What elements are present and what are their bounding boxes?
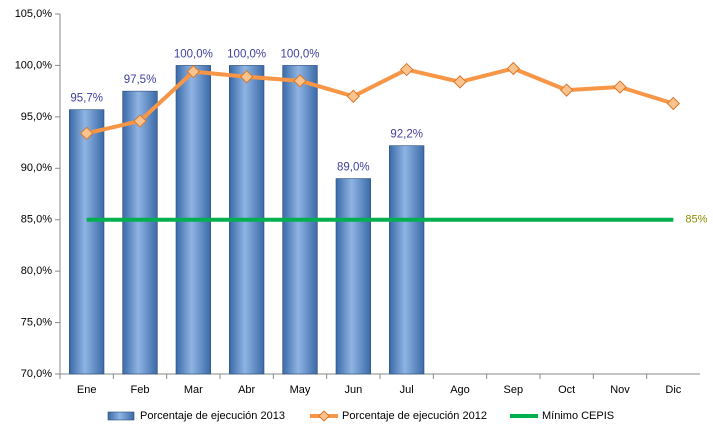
data-label: 95,7% <box>70 93 103 105</box>
data-label: 100,0% <box>280 48 319 60</box>
marker <box>613 80 627 94</box>
x-tick-label: Nov <box>610 384 630 396</box>
bar <box>122 90 158 375</box>
data-label: 89,0% <box>337 162 370 174</box>
x-tick-label: Ene <box>77 384 97 396</box>
x-tick-label: Jun <box>344 384 362 396</box>
x-tick-label: Mar <box>184 384 203 396</box>
marker <box>666 96 681 111</box>
x-tick-label: Abr <box>238 384 255 396</box>
marker <box>453 75 467 89</box>
legend-marker <box>318 410 330 422</box>
data-label: 97,5% <box>124 74 157 86</box>
bar <box>335 178 371 375</box>
x-tick-label: Feb <box>131 384 150 396</box>
y-tick-label: 100,0% <box>15 59 53 71</box>
y-tick-label: 70,0% <box>21 368 52 380</box>
legend-label: Porcentaje de ejecución 2012 <box>342 410 487 422</box>
y-tick-label: 90,0% <box>21 162 52 174</box>
y-tick-label: 80,0% <box>21 265 52 277</box>
legend-swatch <box>107 411 135 421</box>
bar <box>389 145 425 375</box>
line <box>86 66 674 136</box>
data-label: 100,0% <box>174 48 213 60</box>
x-tick-label: Dic <box>665 384 681 396</box>
data-label: 100,0% <box>227 48 266 60</box>
y-tick-label: 75,0% <box>21 316 52 328</box>
x-tick-label: Ago <box>450 384 470 396</box>
marker <box>346 89 361 103</box>
x-tick-label: Sep <box>504 384 524 396</box>
x-tick-label: May <box>290 384 311 396</box>
y-tick-label: 85,0% <box>21 214 52 226</box>
legend-label: Mínimo CEPIS <box>542 410 614 422</box>
y-tick-label: 105,0% <box>15 8 53 20</box>
marker <box>79 126 94 141</box>
marker <box>506 61 521 76</box>
data-label: 92,2% <box>390 129 423 141</box>
y-tick-label: 95,0% <box>21 111 52 123</box>
data-label: 85% <box>685 214 707 226</box>
marker <box>133 114 147 128</box>
marker <box>239 70 254 84</box>
marker <box>399 62 414 77</box>
marker <box>293 74 307 88</box>
x-tick-label: Oct <box>558 384 575 396</box>
legend-label: Porcentaje de ejecución 2013 <box>140 410 285 422</box>
bar <box>69 109 105 375</box>
marker <box>559 83 574 97</box>
x-tick-label: Jul <box>400 384 414 396</box>
marker <box>186 64 201 79</box>
